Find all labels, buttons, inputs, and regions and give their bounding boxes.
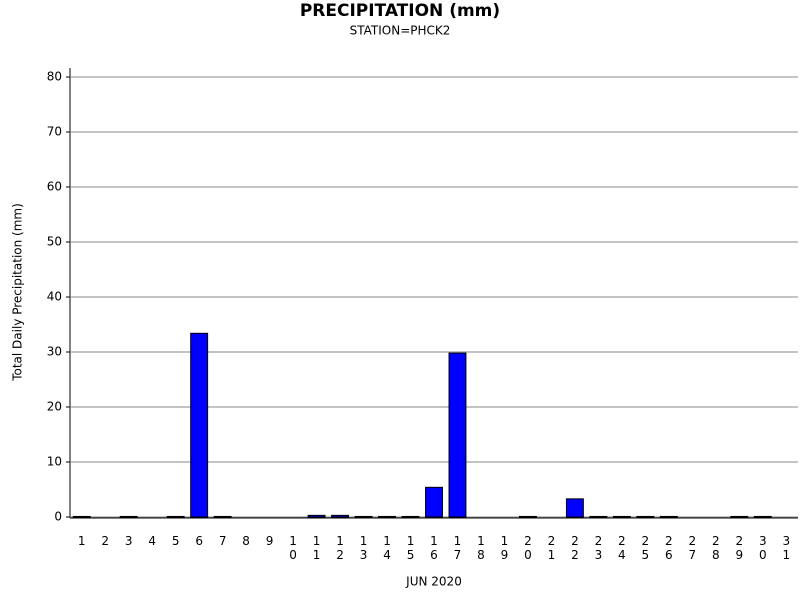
bar [636, 515, 655, 518]
bar [589, 515, 608, 518]
bar [612, 515, 631, 518]
bar [166, 515, 185, 518]
bar [565, 498, 584, 518]
chart-title: PRECIPITATION (mm) [300, 1, 500, 21]
bar [659, 515, 678, 518]
y-tick-label: 60 [47, 180, 62, 194]
x-tick-label: 3 [125, 534, 133, 548]
y-tick-label: 70 [47, 125, 62, 139]
y-tick-label: 10 [47, 455, 62, 469]
x-tick-label: 1 [78, 534, 86, 548]
bar [753, 515, 772, 518]
x-tick-label: 9 [266, 534, 274, 548]
bar [331, 514, 350, 518]
y-tick-label: 80 [47, 70, 62, 84]
bar [119, 515, 138, 518]
bar [190, 332, 209, 518]
y-tick-label: 50 [47, 235, 62, 249]
x-tick-label: 5 [172, 534, 180, 548]
y-tick-label: 40 [47, 290, 62, 304]
y-tick-label: 20 [47, 400, 62, 414]
chart-subtitle: STATION=PHCK2 [350, 24, 451, 38]
x-tick-label: 8 [242, 534, 250, 548]
bar [354, 515, 373, 518]
bar [401, 515, 420, 518]
x-tick-label: 4 [148, 534, 156, 548]
bar [307, 514, 326, 518]
x-tick-label: 2 [101, 534, 109, 548]
y-axis-label: Total Daily Precipitation (mm) [11, 203, 25, 382]
bar [213, 515, 232, 518]
bar [378, 515, 396, 518]
bar [448, 352, 467, 518]
bar [72, 515, 91, 518]
x-tick-label: 6 [195, 534, 203, 548]
bar [518, 515, 537, 518]
y-tick-label: 30 [47, 345, 62, 359]
bar [425, 486, 443, 518]
x-axis-label: JUN 2020 [405, 575, 462, 589]
bar [730, 515, 749, 518]
y-tick-label: 0 [54, 510, 62, 524]
x-tick-label: 7 [219, 534, 227, 548]
